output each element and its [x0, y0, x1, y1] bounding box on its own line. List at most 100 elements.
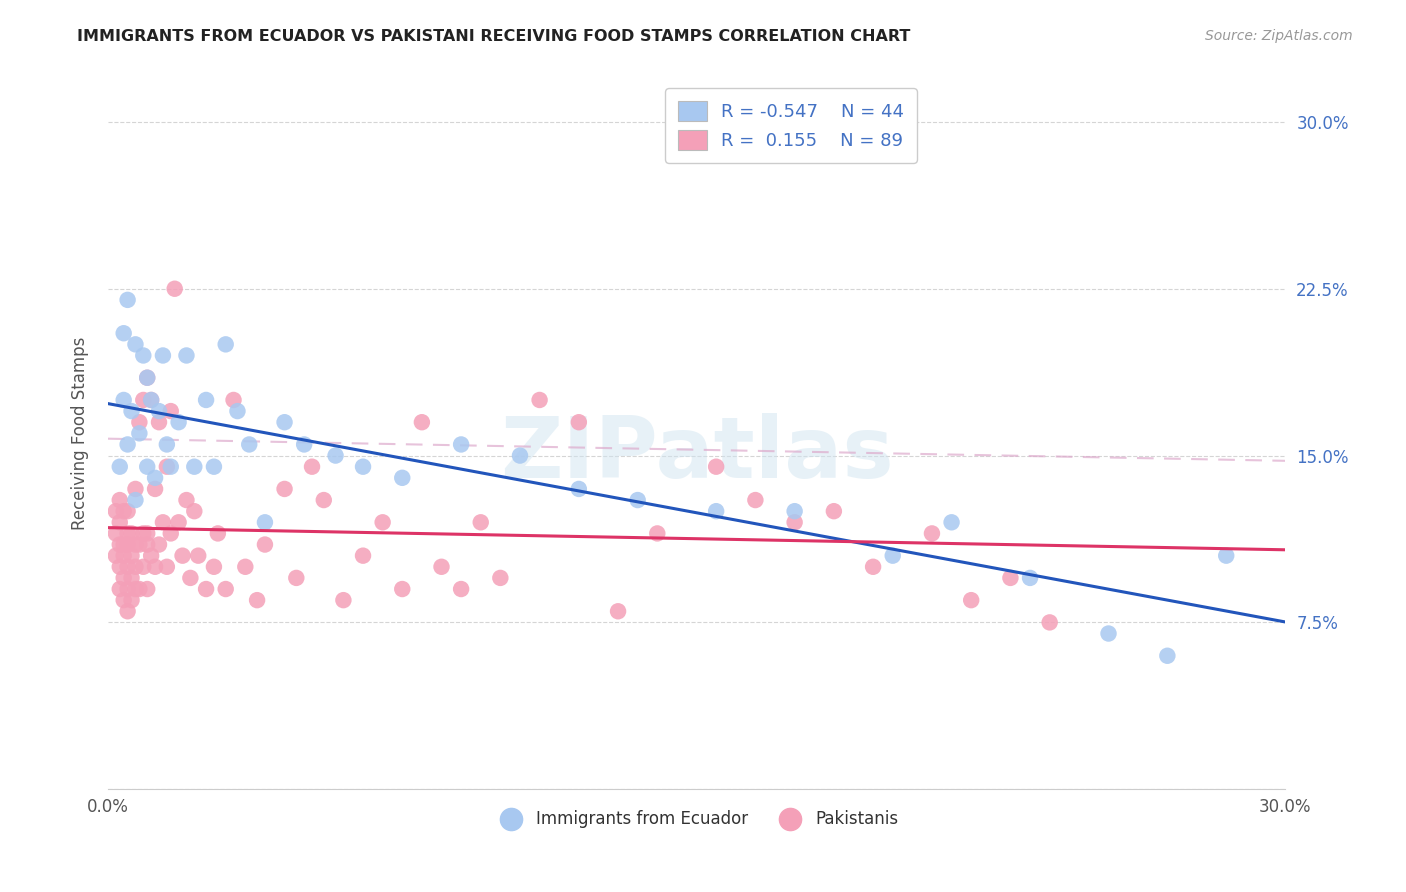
Point	[1039, 615, 1062, 630]
Point	[124, 582, 146, 596]
Point	[187, 549, 209, 563]
Point	[704, 504, 727, 518]
Point	[183, 504, 205, 518]
Point	[179, 571, 201, 585]
Point	[141, 549, 163, 563]
Point	[202, 459, 225, 474]
Point	[159, 459, 181, 474]
Point	[128, 415, 150, 429]
Point	[391, 471, 413, 485]
Point	[253, 537, 276, 551]
Point	[172, 549, 194, 563]
Point	[117, 559, 139, 574]
Point	[143, 559, 166, 574]
Point	[156, 459, 179, 474]
Point	[183, 459, 205, 474]
Point	[470, 516, 492, 530]
Point	[148, 404, 170, 418]
Point	[121, 549, 143, 563]
Point	[121, 571, 143, 585]
Point	[156, 559, 179, 574]
Point	[136, 526, 159, 541]
Point	[108, 516, 131, 530]
Point	[1156, 648, 1178, 663]
Point	[285, 571, 308, 585]
Point	[960, 593, 983, 607]
Point	[117, 293, 139, 307]
Point	[704, 459, 727, 474]
Point	[882, 549, 904, 563]
Point	[167, 516, 190, 530]
Point	[352, 549, 374, 563]
Point	[143, 482, 166, 496]
Point	[104, 526, 127, 541]
Point	[921, 526, 943, 541]
Point	[117, 537, 139, 551]
Point	[253, 516, 276, 530]
Point	[124, 537, 146, 551]
Point	[862, 559, 884, 574]
Point	[112, 537, 135, 551]
Point	[450, 582, 472, 596]
Point	[124, 559, 146, 574]
Point	[783, 504, 806, 518]
Point	[117, 604, 139, 618]
Point	[176, 493, 198, 508]
Text: Source: ZipAtlas.com: Source: ZipAtlas.com	[1205, 29, 1353, 43]
Point	[1019, 571, 1042, 585]
Point	[783, 516, 806, 530]
Point	[112, 504, 135, 518]
Point	[159, 526, 181, 541]
Point	[117, 582, 139, 596]
Point	[430, 559, 453, 574]
Point	[167, 415, 190, 429]
Point	[128, 537, 150, 551]
Point	[104, 549, 127, 563]
Point	[108, 559, 131, 574]
Point	[143, 471, 166, 485]
Point	[104, 504, 127, 518]
Point	[132, 392, 155, 407]
Point	[332, 593, 354, 607]
Point	[176, 349, 198, 363]
Point	[489, 571, 512, 585]
Point	[136, 370, 159, 384]
Point	[941, 516, 963, 530]
Point	[159, 404, 181, 418]
Point	[163, 282, 186, 296]
Point	[112, 593, 135, 607]
Point	[121, 404, 143, 418]
Point	[529, 392, 551, 407]
Point	[607, 604, 630, 618]
Point	[132, 349, 155, 363]
Point	[1097, 626, 1119, 640]
Point	[238, 437, 260, 451]
Point	[215, 582, 238, 596]
Point	[124, 493, 146, 508]
Point	[108, 493, 131, 508]
Point	[312, 493, 335, 508]
Point	[568, 482, 591, 496]
Point	[148, 415, 170, 429]
Point	[136, 370, 159, 384]
Point	[823, 504, 845, 518]
Point	[411, 415, 433, 429]
Point	[128, 426, 150, 441]
Point	[112, 392, 135, 407]
Point	[108, 459, 131, 474]
Point	[152, 349, 174, 363]
Point	[124, 482, 146, 496]
Point	[215, 337, 238, 351]
Point	[233, 559, 256, 574]
Text: IMMIGRANTS FROM ECUADOR VS PAKISTANI RECEIVING FOOD STAMPS CORRELATION CHART: IMMIGRANTS FROM ECUADOR VS PAKISTANI REC…	[77, 29, 911, 44]
Point	[450, 437, 472, 451]
Point	[222, 392, 245, 407]
Point	[112, 326, 135, 341]
Point	[195, 582, 218, 596]
Point	[292, 437, 315, 451]
Point	[325, 449, 347, 463]
Point	[117, 526, 139, 541]
Text: ZIPatlas: ZIPatlas	[499, 413, 893, 496]
Point	[371, 516, 394, 530]
Point	[195, 392, 218, 407]
